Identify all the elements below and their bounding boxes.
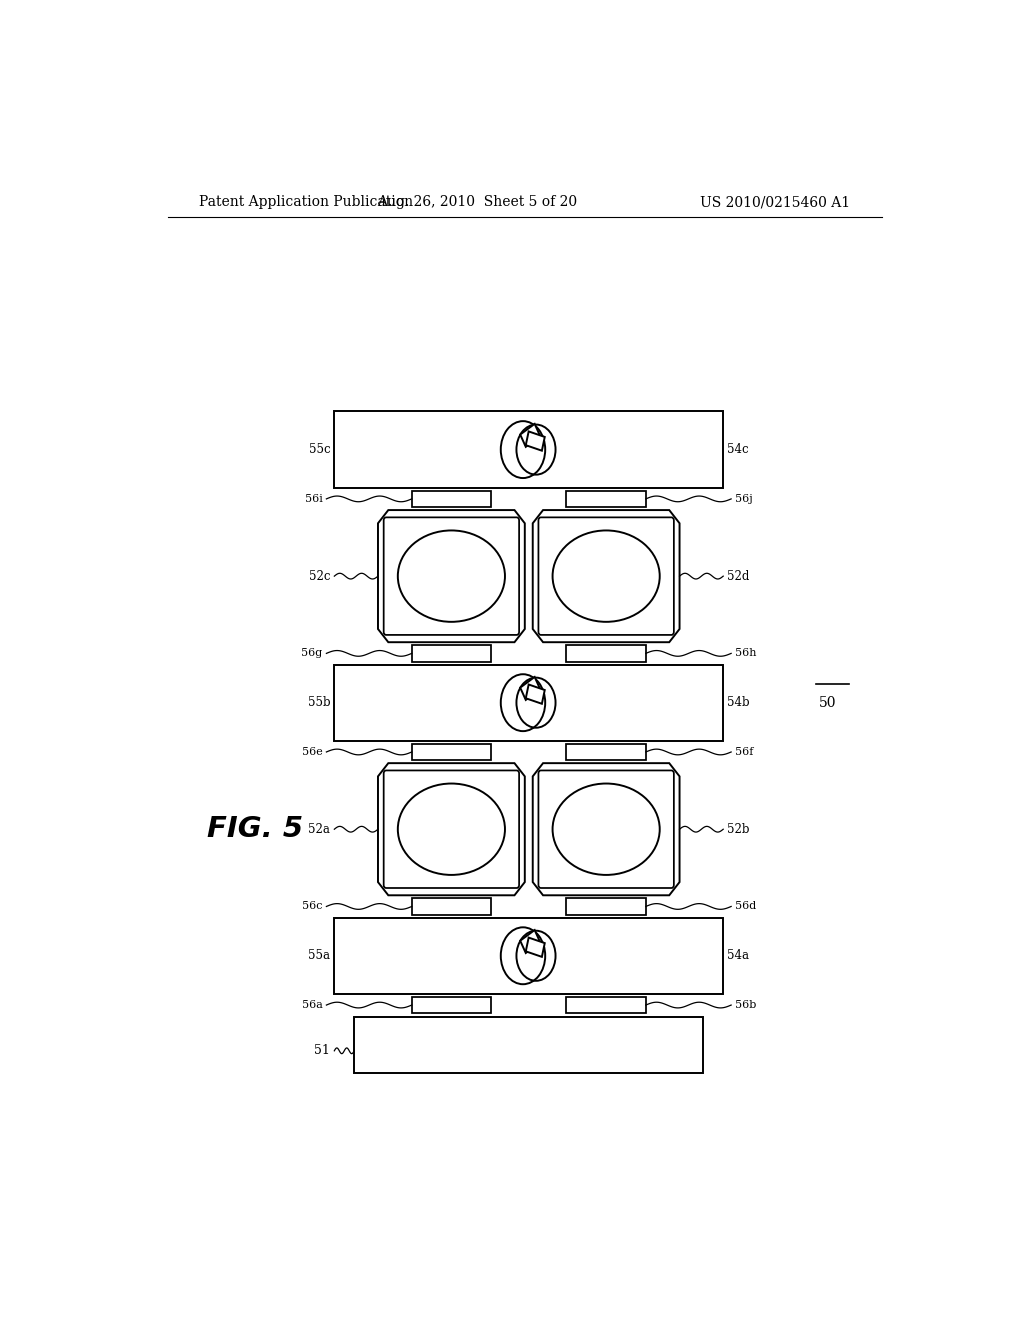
Text: Patent Application Publication: Patent Application Publication [200, 195, 414, 209]
Bar [566, 744, 646, 760]
Polygon shape [525, 937, 545, 957]
Text: Aug. 26, 2010  Sheet 5 of 20: Aug. 26, 2010 Sheet 5 of 20 [377, 195, 578, 209]
Polygon shape [525, 432, 545, 450]
Text: 56j: 56j [735, 494, 753, 504]
Bar [412, 997, 492, 1014]
Bar [412, 744, 492, 760]
Polygon shape [520, 931, 541, 953]
Text: 56a: 56a [301, 1001, 323, 1010]
Polygon shape [378, 763, 524, 895]
Text: 52a: 52a [308, 822, 331, 836]
Ellipse shape [553, 531, 659, 622]
Polygon shape [532, 510, 680, 643]
Text: 52c: 52c [309, 570, 331, 582]
Polygon shape [525, 685, 545, 704]
Ellipse shape [397, 784, 505, 875]
Ellipse shape [553, 784, 659, 875]
Bar [412, 491, 492, 507]
Text: 56c: 56c [302, 902, 323, 912]
Text: 52b: 52b [727, 822, 750, 836]
FancyBboxPatch shape [384, 771, 519, 888]
Polygon shape [520, 677, 541, 700]
Text: 54a: 54a [727, 949, 750, 962]
Text: US 2010/0215460 A1: US 2010/0215460 A1 [700, 195, 850, 209]
Bar [566, 491, 646, 507]
FancyBboxPatch shape [384, 517, 519, 635]
Text: 56e: 56e [302, 747, 323, 756]
Bar [566, 997, 646, 1014]
Text: 55b: 55b [308, 696, 331, 709]
FancyBboxPatch shape [539, 517, 674, 635]
Text: 51: 51 [314, 1044, 331, 1057]
Bar [354, 1018, 703, 1073]
Text: 55a: 55a [308, 949, 331, 962]
Text: 56b: 56b [735, 1001, 757, 1010]
Text: FIG. 5: FIG. 5 [207, 816, 303, 843]
Text: 56g: 56g [301, 648, 323, 659]
FancyBboxPatch shape [539, 771, 674, 888]
Polygon shape [378, 510, 524, 643]
Text: 56i: 56i [304, 494, 323, 504]
Text: 50: 50 [818, 696, 836, 710]
Text: 55c: 55c [309, 444, 331, 457]
Bar [412, 645, 492, 661]
Bar [334, 917, 723, 994]
Polygon shape [532, 763, 680, 895]
Ellipse shape [397, 531, 505, 622]
Bar [566, 645, 646, 661]
Bar [334, 412, 723, 487]
Polygon shape [520, 424, 541, 447]
Text: 54b: 54b [727, 696, 750, 709]
Text: 56f: 56f [735, 747, 754, 756]
Text: 54c: 54c [727, 444, 749, 457]
Text: 52d: 52d [727, 570, 750, 582]
Text: 56d: 56d [735, 902, 757, 912]
Bar [334, 664, 723, 741]
Bar [412, 899, 492, 915]
Bar [566, 899, 646, 915]
Text: 56h: 56h [735, 648, 757, 659]
